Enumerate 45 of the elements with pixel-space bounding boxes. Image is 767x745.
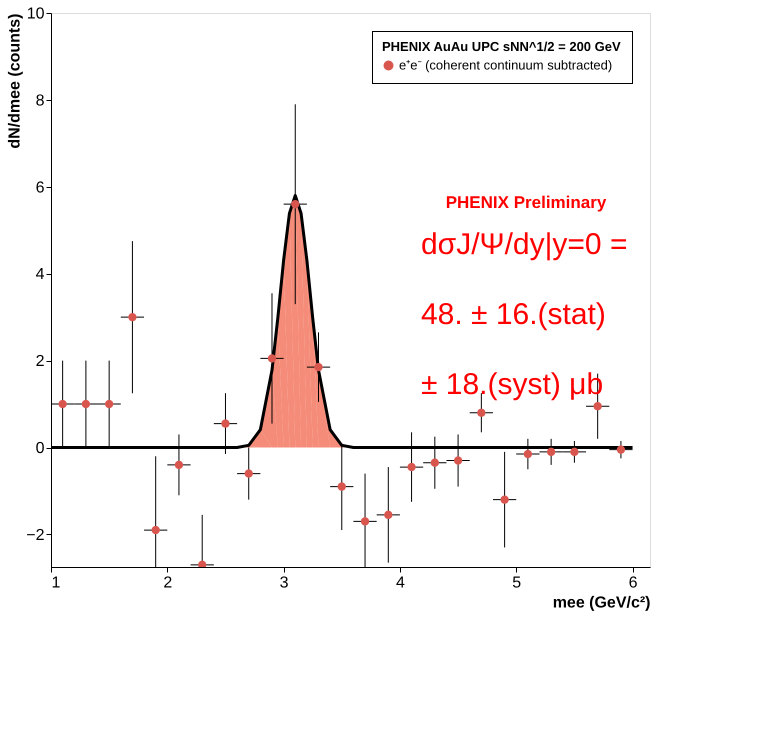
point <box>151 526 160 534</box>
y-tick-label: 8 <box>36 92 45 110</box>
x-tick-label: 5 <box>512 574 522 592</box>
point <box>616 446 626 454</box>
y-tick-label: 0 <box>36 440 45 458</box>
y-tick-label: 10 <box>26 6 45 22</box>
legend-title: PHENIX AuAu UPC sNN^1/2 = 200 GeV <box>382 39 621 54</box>
annotation: PHENIX Preliminary <box>446 193 607 212</box>
x-tick-label: 6 <box>628 574 638 592</box>
x-tick-label: 4 <box>396 574 405 592</box>
point <box>198 560 206 567</box>
annotation: 48. ± 16.(stat) <box>421 298 606 331</box>
point <box>500 495 509 504</box>
point <box>221 419 230 428</box>
x-axis-title: mee (GeV/c²) <box>552 594 650 612</box>
point <box>570 448 579 456</box>
y-tick-label: 6 <box>36 179 45 196</box>
point <box>477 408 486 417</box>
point <box>268 354 276 363</box>
point <box>82 400 90 408</box>
y-tick-label: −2 <box>26 526 45 544</box>
point <box>360 517 370 526</box>
point <box>430 458 440 467</box>
point <box>128 312 137 322</box>
point <box>291 200 300 208</box>
y-tick-label: 2 <box>36 353 45 370</box>
point <box>104 400 114 408</box>
x-tick-label: 2 <box>163 574 172 592</box>
point <box>407 462 416 472</box>
legend-label: e⁺e⁻ (coherent continuum subtracted) <box>399 58 612 72</box>
x-tick-label: 1 <box>52 574 60 592</box>
point <box>546 448 556 456</box>
point <box>174 460 184 470</box>
point <box>58 400 67 408</box>
point <box>524 450 532 458</box>
x-tick-label: 3 <box>280 574 289 592</box>
annotation: dσJ/Ψ/dy|y=0 = <box>421 228 628 261</box>
point <box>338 482 346 491</box>
y-axis-title: dN/dmee (counts) <box>6 14 24 149</box>
point <box>314 362 323 372</box>
point <box>244 469 253 478</box>
y-tick-label: 4 <box>36 266 45 284</box>
point <box>593 402 602 410</box>
point <box>454 456 462 465</box>
point <box>384 510 392 520</box>
